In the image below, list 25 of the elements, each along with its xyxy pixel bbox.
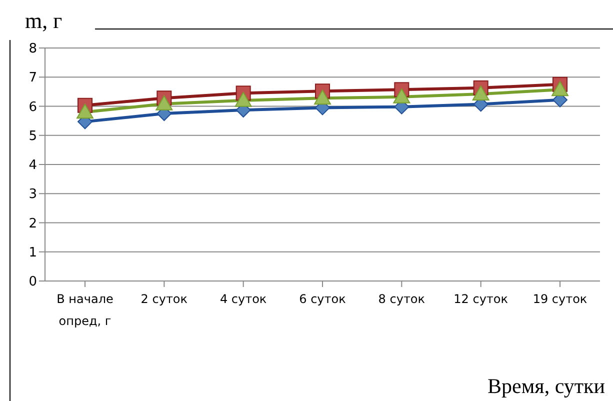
y-tick-label: 0	[28, 274, 37, 290]
x-tick-label: 12 суток	[454, 292, 508, 306]
point	[234, 92, 252, 107]
y-tick-label: 7	[28, 70, 37, 86]
y-tick-label: 6	[28, 100, 37, 115]
y-tick-label: 1	[28, 245, 37, 260]
point	[393, 88, 410, 104]
x-tick-label: 19 суток	[532, 292, 588, 306]
y-tick-label: 4	[28, 158, 37, 174]
point	[472, 86, 490, 101]
x-tick-label: 2 суток	[140, 292, 188, 306]
y-tick-label: 8	[28, 42, 37, 57]
x-tick-label: В начале опред, г	[56, 292, 114, 328]
y-tick-label: 5	[28, 128, 37, 144]
x-axis-title: Время, сутки	[488, 374, 605, 399]
y-axis-title: m, г	[25, 8, 62, 34]
point	[552, 81, 568, 96]
y-tick-label: 2	[28, 216, 37, 232]
point	[156, 95, 173, 110]
point	[76, 104, 94, 119]
x-tick-label: 4 суток	[220, 292, 267, 306]
y-tick-label: 3	[28, 187, 37, 202]
x-tick-label: 6 суток	[299, 292, 346, 306]
point	[314, 90, 331, 105]
x-tick-label: 8 суток	[378, 292, 426, 306]
